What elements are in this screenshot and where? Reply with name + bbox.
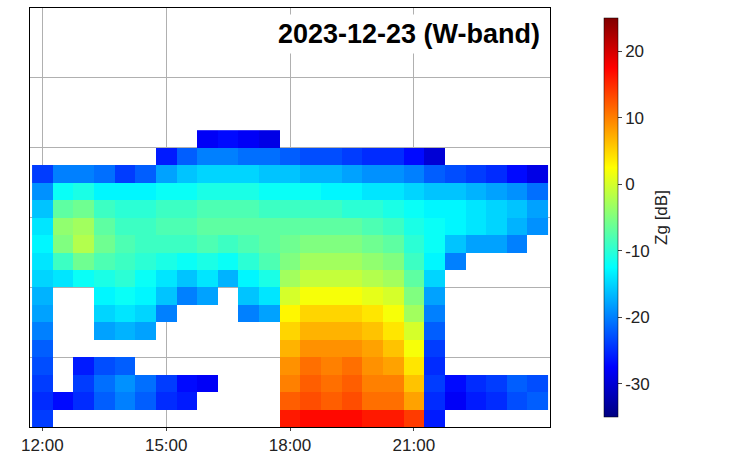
svg-text:21:00: 21:00 <box>393 436 436 455</box>
svg-text:2023-12-23 (W-band): 2023-12-23 (W-band) <box>278 19 540 49</box>
svg-text:Zg [dB]: Zg [dB] <box>652 190 671 245</box>
svg-text:18:00: 18:00 <box>269 436 312 455</box>
svg-text:-20: -20 <box>625 308 650 327</box>
svg-text:0: 0 <box>625 175 634 194</box>
svg-text:-10: -10 <box>625 242 650 261</box>
svg-text:10: 10 <box>625 109 644 128</box>
svg-text:15:00: 15:00 <box>145 436 188 455</box>
svg-text:12:00: 12:00 <box>21 436 64 455</box>
svg-text:20: 20 <box>625 42 644 61</box>
svg-text:-30: -30 <box>625 375 650 394</box>
